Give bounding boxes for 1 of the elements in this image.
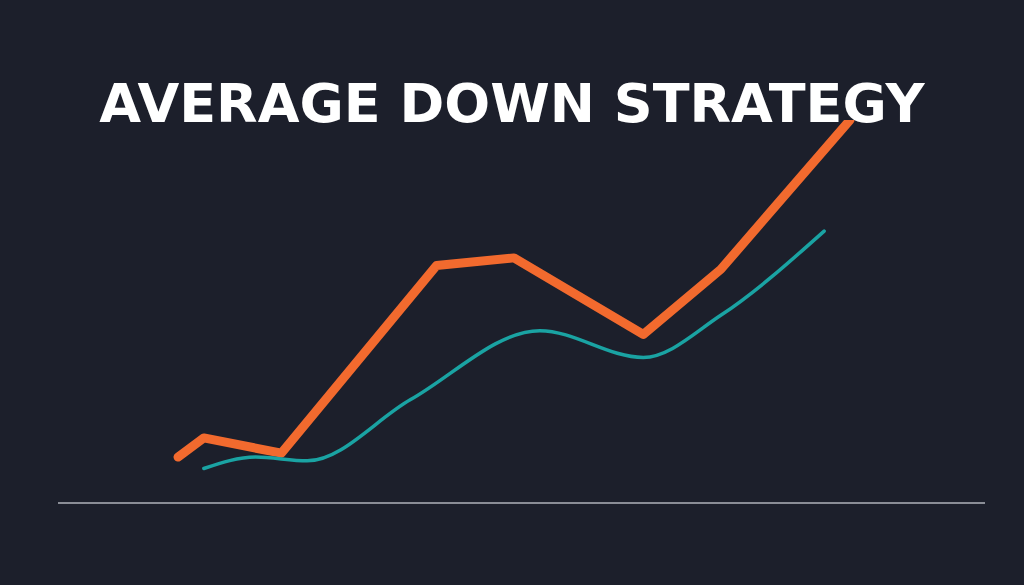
chart-title: AVERAGE DOWN STRATEGY xyxy=(98,72,926,136)
